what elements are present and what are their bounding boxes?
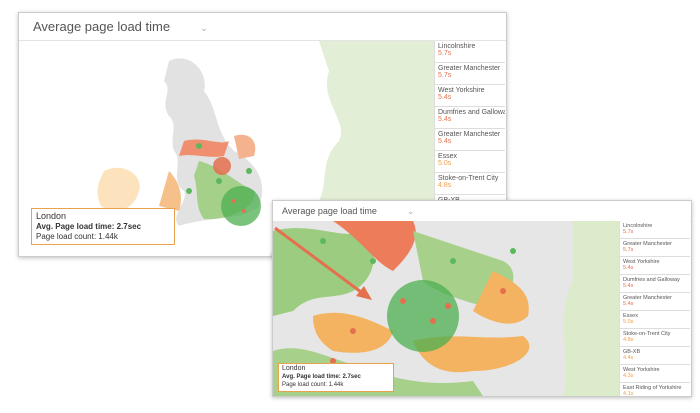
tooltip-metric: Avg. Page load time: 2.7sec (282, 374, 361, 380)
tooltip-name: London (36, 211, 67, 221)
region-value: 4.1s (623, 391, 634, 397)
tooltip-metric: Avg. Page load time: 2.7sec (36, 222, 142, 231)
region-value: 5.4s (623, 301, 634, 307)
list-item: East Riding of Yorkshire 4.1s (620, 383, 690, 397)
ranking-list: Lincolnshire 5.7s Greater Manchester 5.7s … (434, 41, 505, 217)
region-name: Lincolnshire (623, 223, 653, 229)
region-value: 5.4s (623, 265, 634, 271)
region-value: 5.4s (623, 283, 634, 289)
region-value: 5.7s (623, 247, 634, 253)
tooltip-count: Page load count: 1.44k (282, 382, 344, 388)
region-name: GB-XB (623, 349, 641, 355)
list-item: Dumfries and Galloway 5.4s (435, 107, 505, 129)
list-item: West Yorkshire 4.3s (620, 365, 690, 383)
list-item: Greater Manchester 5.7s (620, 239, 690, 257)
region-name: Stoke-on-Trent City (438, 175, 499, 182)
region-name: Greater Manchester (623, 295, 672, 301)
tooltip: London Avg. Page load time: 2.7sec Page … (31, 208, 175, 245)
list-item: Lincolnshire 5.7s (620, 221, 690, 239)
region-value: 5.7s (438, 50, 452, 57)
list-item: Greater Manchester 5.4s (435, 129, 505, 151)
list-item: Essex 5.0s (435, 151, 505, 173)
tooltip-name: London (282, 365, 306, 372)
region-value: 5.7s (438, 72, 452, 79)
region-name: East Riding of Yorkshire (623, 385, 682, 391)
widget-header: Average page load time ⌄ (19, 13, 506, 41)
region-value: 4.8s (623, 337, 634, 343)
list-item: Greater Manchester 5.7s (435, 63, 505, 85)
widget-header: Average page load time ⌄ (273, 201, 691, 222)
list-item: Dumfries and Galloway 5.4s (620, 275, 690, 293)
region-name: West Yorkshire (623, 367, 660, 373)
widget-title: Average page load time (33, 19, 171, 34)
region-value: 4.8s (438, 182, 452, 189)
region-name: Greater Manchester (438, 131, 501, 138)
tooltip: London Avg. Page load time: 2.7sec Page … (278, 363, 394, 392)
region-name: Greater Manchester (438, 65, 501, 72)
region-name: Stoke-on-Trent City (623, 331, 671, 337)
region-name: Lincolnshire (438, 43, 476, 50)
widget-title: Average page load time (282, 206, 377, 216)
region-value: 5.0s (438, 160, 452, 167)
region-name: West Yorkshire (438, 87, 485, 94)
region-value: 4.4s (623, 355, 634, 361)
list-item: Stoke-on-Trent City 4.8s (620, 329, 690, 347)
list-item: Essex 5.0s (620, 311, 690, 329)
list-item: Greater Manchester 5.4s (620, 293, 690, 311)
region-name: Dumfries and Galloway (623, 277, 680, 283)
region-value: 5.0s (623, 319, 634, 325)
region-name: Essex (623, 313, 638, 319)
region-value: 4.3s (623, 373, 634, 379)
list-item: Lincolnshire 5.7s (435, 41, 505, 63)
list-item: West Yorkshire 5.4s (620, 257, 690, 275)
region-name: Dumfries and Galloway (438, 109, 505, 116)
region-name: Greater Manchester (623, 241, 672, 247)
region-value: 5.7s (623, 229, 634, 235)
map-widget-zoomed: Average page load time ⌄ Lincolnshire 5.7s… (272, 200, 692, 397)
list-item: West Yorkshire 5.4s (435, 85, 505, 107)
region-value: 5.4s (438, 138, 452, 145)
region-name: Essex (438, 153, 458, 160)
region-value: 5.4s (438, 116, 452, 123)
list-item: Stoke-on-Trent City 4.8s (435, 173, 505, 195)
region-name: West Yorkshire (623, 259, 660, 265)
tooltip-count: Page load count: 1.44k (36, 232, 118, 241)
region-value: 5.4s (438, 94, 452, 101)
ranking-list: Lincolnshire 5.7s Greater Manchester 5.7s … (619, 221, 690, 397)
